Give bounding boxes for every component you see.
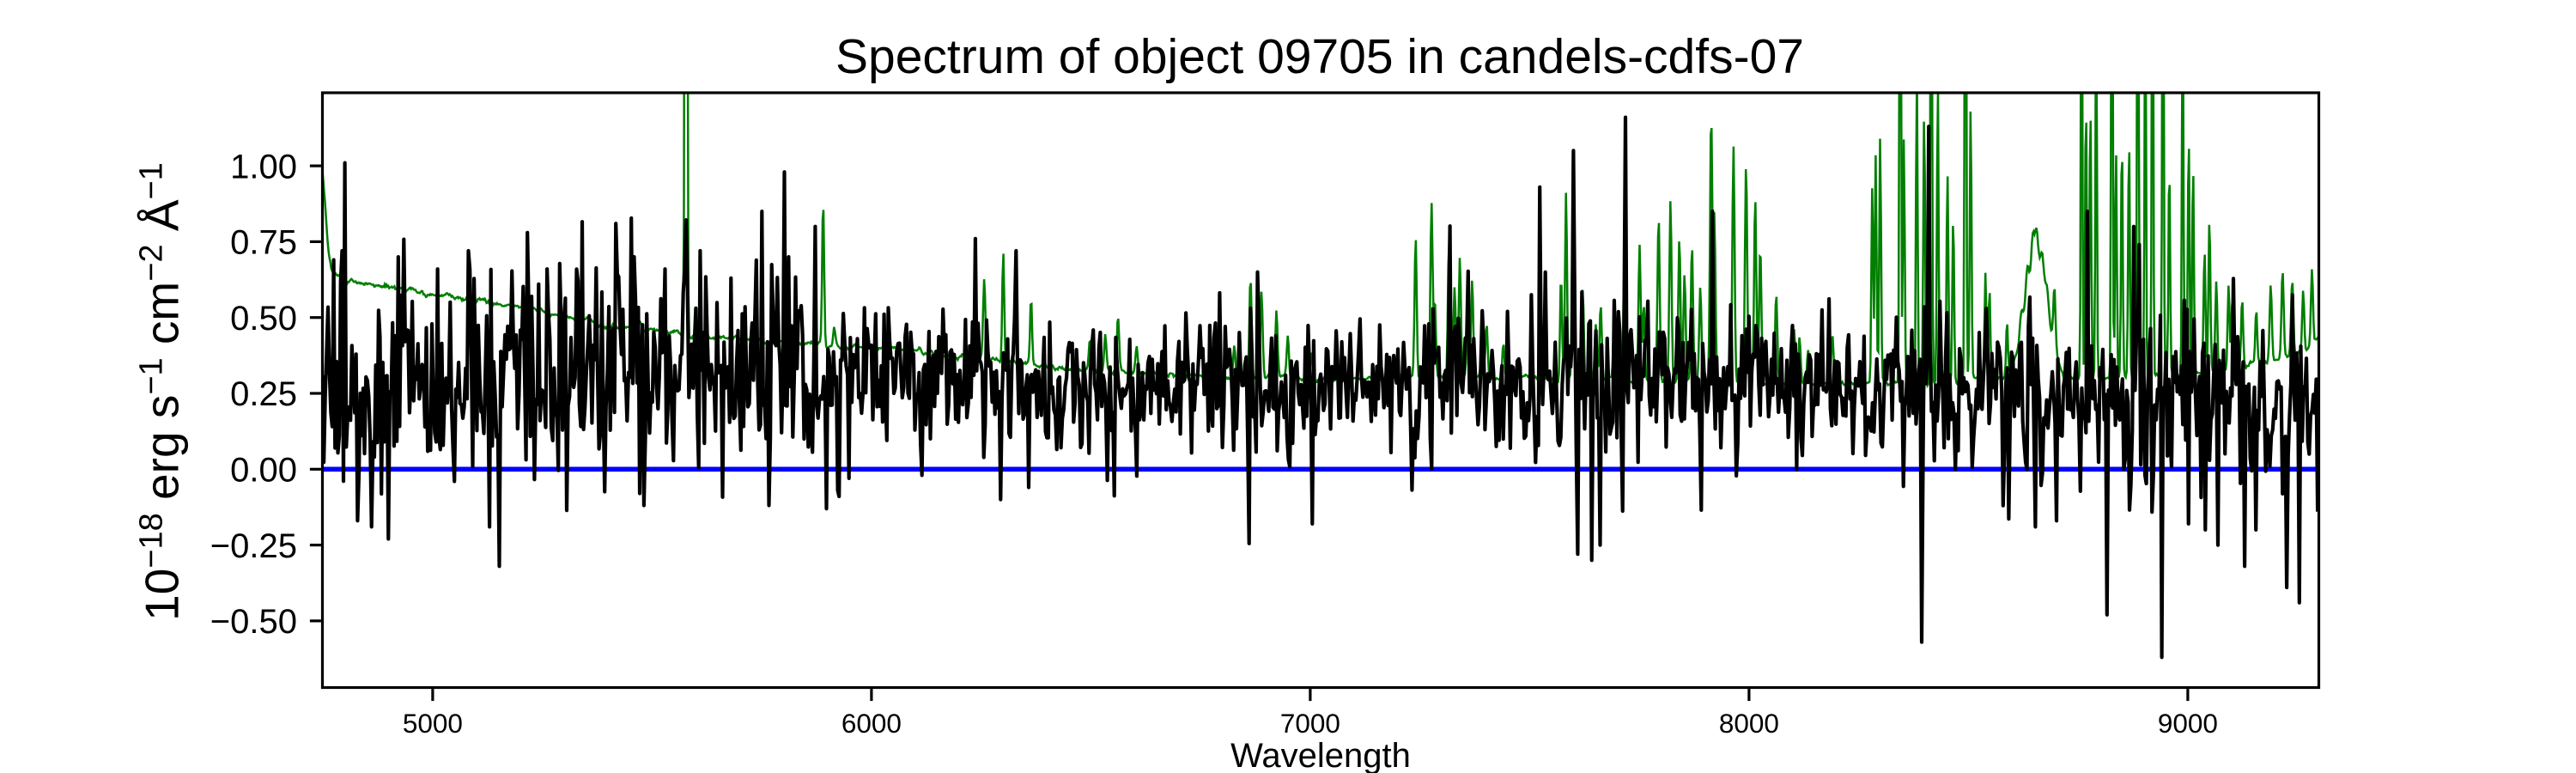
svg-text:0.50: 0.50 [230,300,297,338]
svg-text:7000: 7000 [1280,708,1340,739]
svg-text:9000: 9000 [2158,708,2218,739]
svg-text:−0.50: −0.50 [210,603,297,641]
svg-text:0.25: 0.25 [230,375,297,413]
svg-text:5000: 5000 [403,708,463,739]
svg-text:6000: 6000 [841,708,902,739]
svg-text:8000: 8000 [1719,708,1779,739]
svg-text:0.00: 0.00 [230,452,297,490]
svg-text:0.75: 0.75 [230,224,297,262]
svg-text:Spectrum of object 09705 in ca: Spectrum of object 09705 in candels-cdfs… [835,29,1804,84]
svg-text:1.00: 1.00 [230,148,297,186]
svg-text:−0.25: −0.25 [210,527,297,565]
svg-text:Wavelength: Wavelength [1230,737,1411,773]
